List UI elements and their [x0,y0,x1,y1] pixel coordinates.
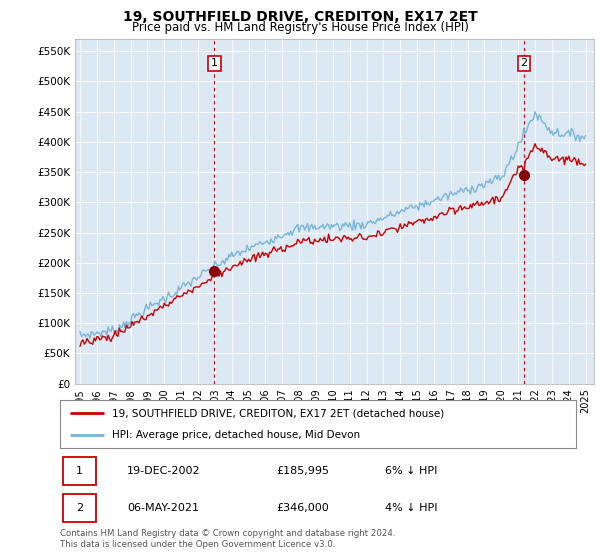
Text: 2: 2 [76,503,83,512]
Text: 2: 2 [520,58,527,68]
Text: 19, SOUTHFIELD DRIVE, CREDITON, EX17 2ET (detached house): 19, SOUTHFIELD DRIVE, CREDITON, EX17 2ET… [112,408,444,418]
Text: Contains HM Land Registry data © Crown copyright and database right 2024.
This d: Contains HM Land Registry data © Crown c… [60,529,395,549]
Text: 1: 1 [76,466,83,476]
Text: £185,995: £185,995 [277,466,330,476]
Text: 6% ↓ HPI: 6% ↓ HPI [385,466,437,476]
Text: HPI: Average price, detached house, Mid Devon: HPI: Average price, detached house, Mid … [112,430,360,440]
Text: 19-DEC-2002: 19-DEC-2002 [127,466,201,476]
FancyBboxPatch shape [62,493,96,522]
Text: 06-MAY-2021: 06-MAY-2021 [127,503,199,512]
Text: 19, SOUTHFIELD DRIVE, CREDITON, EX17 2ET: 19, SOUTHFIELD DRIVE, CREDITON, EX17 2ET [122,10,478,24]
Text: 4% ↓ HPI: 4% ↓ HPI [385,503,437,512]
Text: 1: 1 [211,58,218,68]
Text: £346,000: £346,000 [277,503,329,512]
Text: Price paid vs. HM Land Registry's House Price Index (HPI): Price paid vs. HM Land Registry's House … [131,21,469,34]
FancyBboxPatch shape [62,457,96,486]
